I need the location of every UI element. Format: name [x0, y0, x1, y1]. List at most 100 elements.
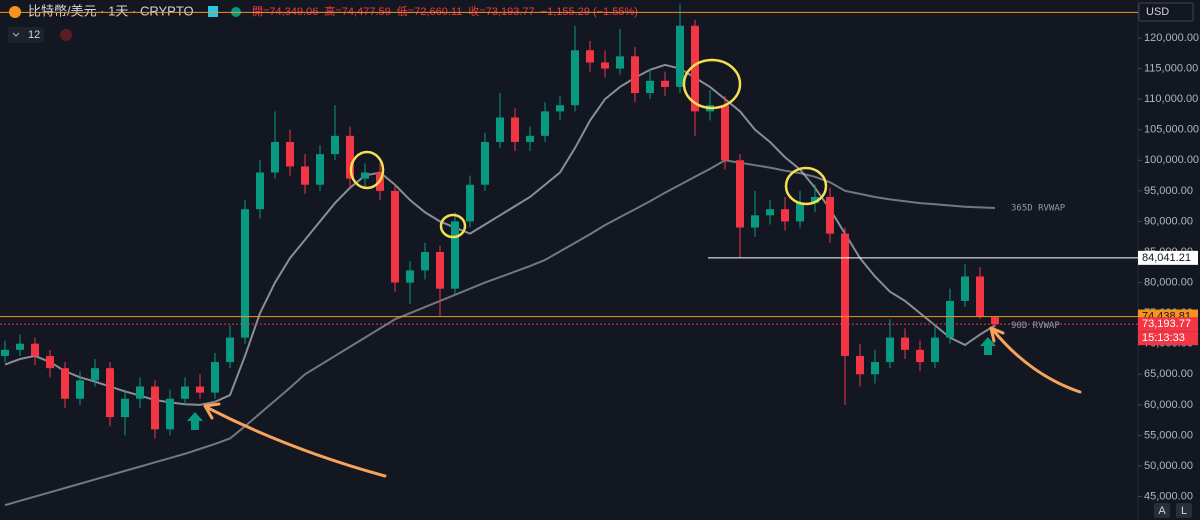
y-tick-label: 55,000.00 [1144, 429, 1193, 441]
symbol-title: 比特幣/美元 · 1天 · CRYPTO [28, 3, 194, 18]
candle-body [781, 209, 789, 222]
candle-body [841, 233, 849, 356]
candle-body [976, 276, 984, 317]
candle-body [931, 337, 939, 363]
candle-body [901, 337, 909, 350]
candle-body [286, 141, 294, 167]
candle-body [241, 209, 249, 338]
highlight-circle [682, 58, 742, 110]
y-tick-label: 100,000.00 [1144, 154, 1199, 166]
y-tick-label: 80,000.00 [1144, 276, 1193, 288]
candle-body [691, 25, 699, 112]
price-tag-label: 73,193.77 [1142, 318, 1191, 330]
candle-body [481, 141, 489, 185]
candle-body [571, 50, 579, 106]
overlay-label: 90D RVWAP [1011, 321, 1060, 331]
candle-body [631, 56, 639, 94]
candle-body [76, 380, 84, 399]
y-tick-label: 110,000.00 [1144, 93, 1198, 105]
candle-body [886, 337, 894, 363]
up-arrow [980, 337, 996, 355]
candle-body [961, 276, 969, 301]
arrow [991, 328, 1082, 394]
overlay-label: 365D RVWAP [1011, 203, 1066, 213]
candle-body [826, 196, 834, 234]
annotation-arrows [203, 326, 1082, 478]
candle-body [181, 386, 189, 399]
plot-area [1, 4, 999, 507]
scale-button[interactable] [1154, 503, 1170, 518]
arrow-head [203, 402, 221, 420]
candle-body [991, 317, 999, 325]
chevron [12, 32, 20, 37]
y-tick-label: 120,000.00 [1144, 32, 1199, 44]
candle-body [301, 166, 309, 185]
candle-body [811, 196, 819, 204]
y-tick-label: 105,000.00 [1144, 124, 1199, 136]
candle-body [196, 386, 204, 393]
candle-body [646, 80, 654, 94]
up-arrow [187, 412, 203, 430]
candle-body [856, 355, 864, 375]
candle-body [391, 190, 399, 283]
candle-body [661, 80, 669, 87]
candle-body [211, 362, 219, 393]
candle-body [736, 160, 744, 228]
currency: USD [1146, 6, 1169, 18]
candle-body [766, 209, 774, 216]
arrow-head [989, 326, 1005, 343]
price-tag-label: 84,041.21 [1142, 252, 1191, 264]
indicator-count: 12 [28, 29, 40, 41]
candle-body [556, 105, 564, 112]
candle-body [601, 62, 609, 69]
candle-body [451, 221, 459, 289]
candle-body [151, 386, 159, 430]
candle-body [361, 172, 369, 179]
countdown: 15:13:33 [1142, 332, 1185, 344]
candle-body [916, 349, 924, 363]
rvwap-line [4, 159, 996, 507]
currency-box[interactable] [1138, 2, 1194, 22]
candle-body [541, 111, 549, 136]
ohlc-value: 開=74,349.06 [252, 5, 318, 18]
candle-body [526, 135, 534, 142]
signal-arrows [187, 337, 996, 430]
candle-body [721, 105, 729, 161]
candle-body [316, 154, 324, 185]
scale-button-label: A [1158, 505, 1166, 517]
candle-body [271, 141, 279, 173]
candle-body [61, 368, 69, 399]
y-tick-label: 50,000.00 [1144, 460, 1193, 472]
candle-body [406, 270, 414, 283]
y-tick-label: 60,000.00 [1144, 399, 1193, 411]
candle-body [511, 117, 519, 142]
annotations [349, 58, 828, 239]
y-tick-label: 45,000.00 [1144, 490, 1193, 502]
candle-body [436, 251, 444, 289]
candle-body [106, 368, 114, 418]
scale-button[interactable] [1176, 503, 1192, 518]
ohlc-legend: 開=74,349.06 高=74,477.59 低=72,660.11 收=73,19… [252, 4, 638, 18]
highlight-circle [784, 166, 828, 206]
candle-body [1, 349, 9, 356]
candle-body [466, 184, 474, 222]
candle-body [346, 135, 354, 179]
highlight-circle [439, 213, 467, 239]
candle-body [136, 386, 144, 399]
candle-body [946, 300, 954, 338]
candle-body [16, 343, 24, 350]
candle-body [121, 398, 129, 418]
indicator-count-box[interactable] [8, 27, 44, 43]
y-tick-label: 115,000.00 [1144, 62, 1198, 74]
y-tick-label: 90,000.00 [1144, 215, 1193, 227]
alert-icon [60, 29, 72, 41]
countdown-tag [1138, 331, 1198, 346]
candle-body [496, 117, 504, 142]
candle-body [226, 337, 234, 363]
candle-body [616, 56, 624, 69]
candle-body [586, 50, 594, 63]
